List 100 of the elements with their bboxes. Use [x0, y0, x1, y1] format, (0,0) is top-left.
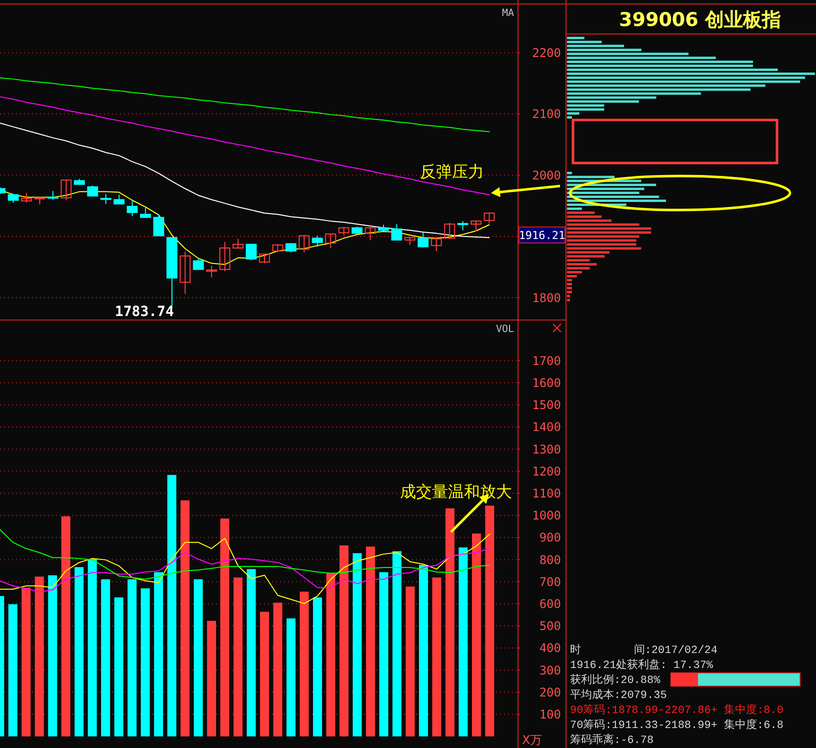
y-tick-label: 1200 [532, 464, 561, 478]
y-tick-label: 1700 [532, 354, 561, 368]
line-series [0, 548, 490, 592]
bar [472, 534, 481, 736]
bar [366, 546, 375, 736]
y-tick-label: 2100 [532, 107, 561, 122]
y-tick-label: 1400 [532, 420, 561, 434]
annotation: 1783.74 [114, 304, 174, 320]
bar [458, 547, 468, 736]
candlestick [484, 212, 495, 224]
y-tick-label: 100 [539, 708, 561, 722]
text: 获利比例:20.88% [570, 672, 661, 687]
candlestick [8, 193, 19, 204]
line-series [0, 77, 490, 132]
bar [246, 569, 256, 736]
candlestick [470, 220, 482, 232]
bar [567, 200, 666, 202]
text: 1916.21 [518, 228, 566, 242]
annotation: 反弹压力 [420, 162, 484, 181]
candlestick [126, 200, 138, 217]
bar [300, 592, 309, 736]
line-series [0, 534, 490, 604]
candlestick [180, 251, 191, 294]
candlestick [430, 238, 442, 252]
candlestick [298, 234, 310, 253]
bar [140, 588, 150, 736]
bar [273, 602, 282, 736]
bar [567, 247, 642, 250]
bar [88, 559, 97, 736]
candlestick [325, 233, 336, 248]
bar [154, 572, 164, 736]
bar [326, 573, 336, 736]
bar [61, 516, 70, 736]
candlestick [192, 258, 204, 270]
bar [234, 577, 243, 736]
chart-title: 399006 创业板指 [619, 9, 781, 31]
text: 平均成本:2079.35 [570, 688, 667, 702]
bar [34, 576, 44, 736]
y-tick-label: 200 [539, 685, 561, 700]
bar [128, 579, 137, 736]
candlestick [100, 194, 112, 204]
y-tick-label: 1000 [532, 508, 561, 523]
bar [207, 620, 216, 736]
candlestick [153, 214, 164, 236]
candlestick [364, 225, 376, 241]
bar [406, 586, 415, 736]
bar [48, 575, 58, 736]
y-tick-label: 1100 [532, 486, 561, 500]
annotation: VOL [496, 324, 514, 335]
y-tick-label: 1600 [532, 376, 561, 390]
y-tick-label: 800 [539, 552, 561, 567]
bar [567, 60, 753, 64]
y-axis-title: X万 [522, 733, 542, 747]
bar [101, 579, 110, 736]
bar [567, 286, 572, 290]
bar [8, 604, 18, 736]
bar [180, 500, 190, 736]
bar [567, 227, 652, 230]
candlestick [418, 232, 429, 248]
bar [445, 508, 454, 736]
text: 时 间:2017/02/24 [570, 642, 718, 657]
bar [194, 579, 203, 736]
candlestick [312, 235, 323, 248]
y-tick-label: 700 [539, 574, 561, 589]
y-tick-label: 1300 [532, 442, 561, 456]
bar [567, 263, 597, 266]
candlestick [232, 238, 244, 250]
bar [339, 545, 348, 736]
text: 1916.21处获利盘: 17.37% [570, 658, 714, 672]
candlestick [114, 194, 125, 204]
bar [567, 282, 572, 286]
bar [114, 597, 124, 736]
bar [392, 551, 402, 736]
text: 筹码乖离:-6.78 [570, 732, 654, 747]
bar [432, 577, 442, 736]
text: MA [502, 8, 514, 19]
line-series [0, 96, 490, 196]
candlestick [444, 222, 456, 240]
bar [379, 572, 388, 736]
bar [352, 553, 362, 736]
y-tick-label: 2200 [532, 46, 561, 60]
bar [167, 474, 176, 736]
bar [567, 290, 572, 294]
y-tick-label: 1500 [532, 398, 561, 412]
y-tick-label: 900 [539, 530, 561, 545]
bar [286, 618, 296, 736]
text: 70筹码:1911.33-2188.99+ 集中度:6.8 [570, 718, 784, 732]
y-tick-label: 2000 [532, 168, 561, 182]
bar [485, 506, 494, 736]
candlestick [259, 253, 270, 264]
bar [22, 588, 31, 736]
bar [567, 72, 815, 75]
bar [418, 564, 428, 736]
bar [220, 518, 230, 736]
candlestick [21, 192, 32, 204]
candlestick [206, 265, 218, 278]
y-tick-label: 600 [539, 596, 561, 611]
line-series [0, 528, 490, 580]
candlestick [219, 241, 230, 272]
candlestick [60, 178, 72, 201]
